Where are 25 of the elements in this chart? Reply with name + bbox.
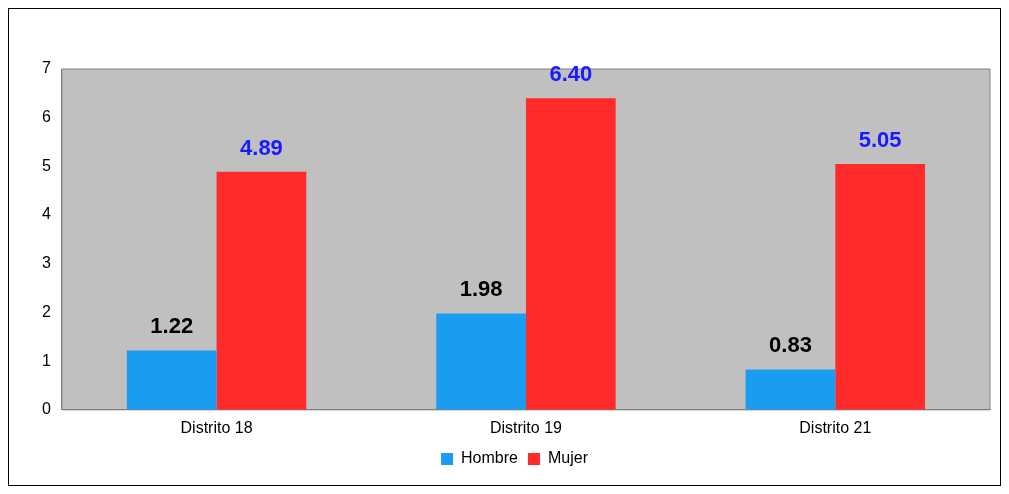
y-tick-label: 1 [41, 351, 51, 369]
bar [216, 171, 307, 410]
bar [835, 163, 926, 410]
data-label: 1.22 [150, 313, 194, 339]
x-tick-label: Distrito 21 [799, 418, 872, 436]
y-tick-label: 3 [41, 254, 51, 272]
x-tick-label: Distrito 19 [489, 418, 563, 436]
bar [525, 98, 616, 410]
y-tick-label: 6 [41, 108, 51, 126]
data-label: 5.05 [858, 127, 902, 152]
data-label: 4.89 [240, 134, 283, 160]
y-tick-label: 7 [41, 59, 51, 77]
x-tick-label: Distrito 18 [180, 418, 253, 436]
legend-label: Hombre [461, 449, 519, 467]
bar [436, 313, 526, 410]
data-label: 6.40 [549, 61, 593, 87]
legend-label: Mujer [547, 449, 589, 467]
bar [745, 369, 836, 410]
bar [126, 350, 217, 410]
y-tick-label: 0 [41, 400, 51, 418]
y-tick-label: 2 [41, 302, 51, 320]
data-label: 0.83 [769, 332, 812, 358]
y-tick-label: 4 [41, 205, 51, 223]
data-label: 1.98 [459, 276, 503, 302]
y-tick-label: 5 [41, 156, 51, 174]
